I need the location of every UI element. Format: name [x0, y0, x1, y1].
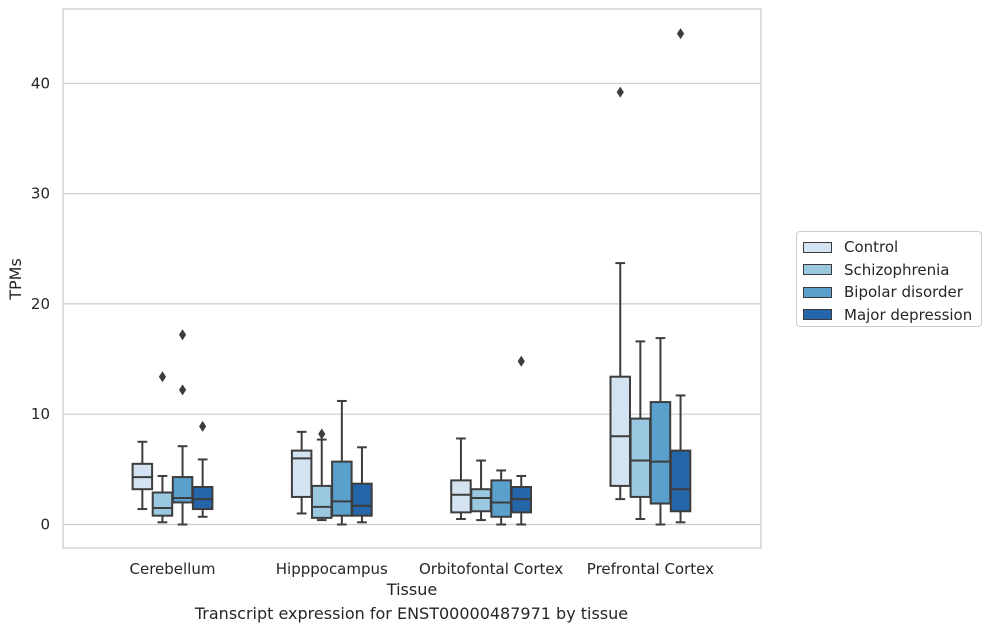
legend-swatch [803, 241, 832, 253]
box-iqr [649, 401, 672, 505]
outlier-point [178, 384, 187, 396]
y-tick-label: 20 [31, 295, 50, 313]
box-iqr [629, 417, 652, 498]
outlier-point [199, 420, 207, 432]
box-control [131, 440, 154, 511]
legend-item: Major depression [803, 304, 981, 327]
y-tick-label: 10 [31, 405, 50, 423]
legend-label: Schizophrenia [844, 260, 950, 279]
legend: Control Schizophrenia Bipolar disorder Majo… [796, 231, 982, 327]
box-plots [131, 28, 692, 526]
legend-item: Bipolar disorder [803, 281, 981, 304]
box-iqr [191, 485, 214, 511]
outlier-point [616, 86, 624, 98]
box-schizophrenia [470, 459, 492, 522]
x-tick-label: Hipppocampus [276, 560, 388, 578]
outlier-point [158, 371, 167, 383]
box-iqr [470, 488, 492, 513]
x-axis-label: Tissue [386, 580, 437, 599]
legend-swatch [803, 286, 832, 298]
outlier-point [517, 355, 525, 367]
box-iqr [351, 482, 373, 517]
box-major-depression [351, 446, 373, 524]
x-tick-label: Prefrontal Cortex [587, 560, 714, 578]
x-tick-label: Cerebellum [130, 560, 216, 578]
legend-item: Schizophrenia [803, 259, 981, 282]
box-iqr [311, 484, 333, 519]
box-iqr [151, 491, 174, 517]
figure-caption: Transcript expression for ENST0000048797… [194, 604, 629, 623]
box-bipolar-disorder [649, 337, 672, 526]
plot-frame [62, 8, 762, 549]
outlier-point [676, 28, 685, 40]
outlier-point [318, 428, 326, 440]
box-control [609, 86, 631, 501]
legend-label: Major depression [844, 305, 973, 324]
box-iqr [450, 479, 472, 514]
legend-swatch [803, 309, 832, 321]
box-major-depression [510, 355, 532, 526]
box-bipolar-disorder [171, 329, 194, 526]
box-iqr [669, 449, 692, 513]
x-tick-label: Orbitofontal Cortex [419, 560, 563, 578]
y-axis-label: TPMs [6, 258, 25, 301]
box-major-depression [191, 420, 214, 518]
box-control [290, 430, 313, 515]
outlier-point [178, 329, 187, 341]
y-tick-label: 30 [31, 185, 50, 203]
box-schizophrenia [629, 340, 652, 520]
box-schizophrenia [151, 371, 174, 524]
box-major-depression [669, 28, 692, 524]
box-iqr [331, 460, 353, 517]
y-tick-label: 40 [31, 74, 50, 92]
box-iqr [609, 375, 631, 487]
legend-label: Bipolar disorder [844, 283, 963, 302]
x-tick-labels: Cerebellum Hipppocampus Orbitofontal Corte… [130, 560, 715, 578]
box-iqr [290, 449, 313, 498]
y-tick-labels: 0 10 20 30 40 [31, 74, 50, 533]
box-iqr [490, 479, 512, 518]
legend-label: Control [844, 238, 899, 257]
y-tick-label: 0 [40, 516, 50, 534]
box-bipolar-disorder [490, 469, 512, 526]
legend-item: Control [803, 236, 981, 259]
legend-swatch [803, 264, 832, 276]
